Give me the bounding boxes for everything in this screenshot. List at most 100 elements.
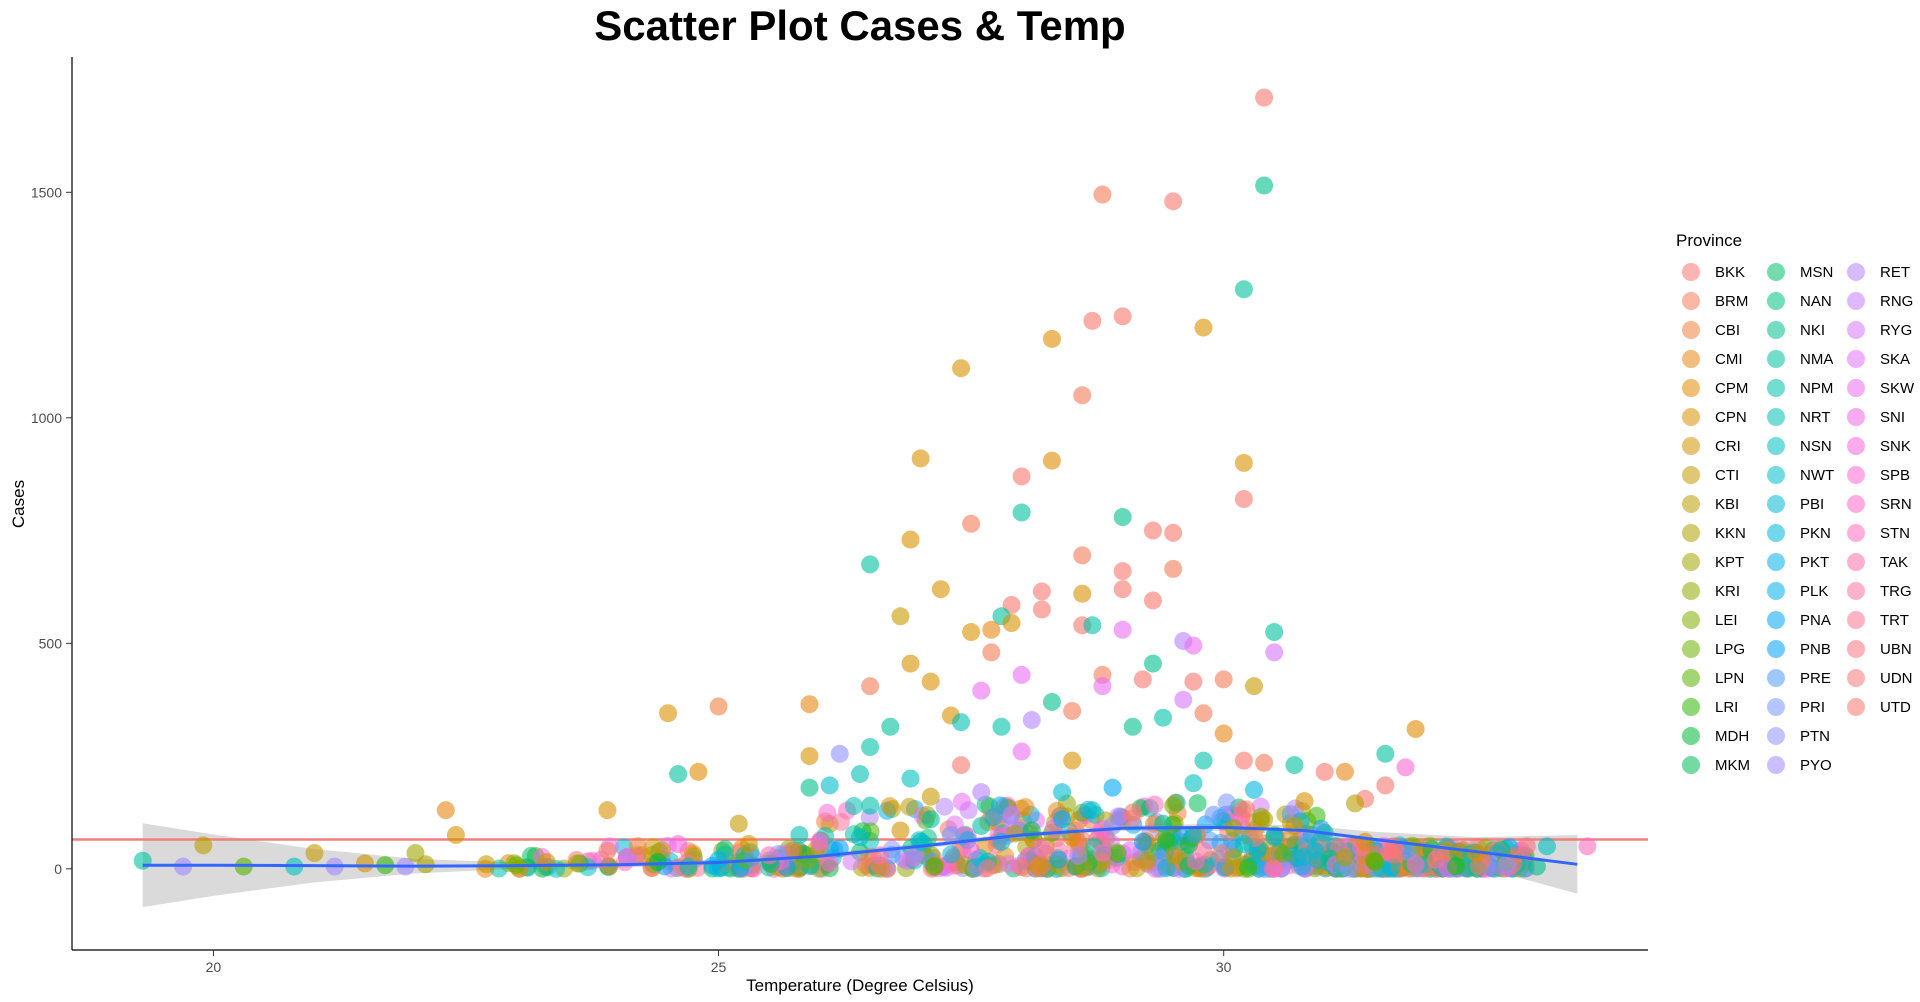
data-point xyxy=(1376,744,1395,763)
legend-key xyxy=(1767,321,1785,339)
data-point xyxy=(972,783,991,802)
data-point xyxy=(1356,832,1375,851)
data-point xyxy=(861,796,880,815)
data-point xyxy=(1406,720,1425,739)
data-point xyxy=(1009,856,1028,875)
data-point xyxy=(709,697,728,716)
data-point xyxy=(982,643,1001,662)
data-point xyxy=(1032,582,1051,601)
x-tick-label: 25 xyxy=(711,959,727,975)
legend-label: PRI xyxy=(1800,699,1825,716)
legend-key xyxy=(1682,611,1700,629)
data-point xyxy=(1245,677,1263,696)
data-point xyxy=(962,514,981,533)
data-point xyxy=(1154,814,1173,833)
legend-item: SKA xyxy=(1847,350,1910,368)
data-point xyxy=(628,837,647,856)
legend-key xyxy=(1682,669,1700,687)
data-point xyxy=(689,762,708,781)
data-point xyxy=(1030,854,1049,873)
data-point xyxy=(1143,654,1162,673)
legend-label: SNI xyxy=(1880,409,1905,426)
data-point xyxy=(1022,821,1041,840)
legend-item: RET xyxy=(1847,263,1910,281)
x-tick-label: 30 xyxy=(1216,959,1232,975)
data-point xyxy=(925,857,944,876)
legend-key xyxy=(1682,698,1700,716)
legend-label: NMA xyxy=(1800,351,1833,368)
data-point xyxy=(1188,794,1207,813)
legend-item: KBI xyxy=(1682,495,1739,513)
data-point xyxy=(921,787,940,806)
data-point xyxy=(1113,307,1132,326)
legend-label: CPM xyxy=(1715,380,1748,397)
data-point xyxy=(729,814,748,833)
legend-key xyxy=(1682,466,1700,484)
data-point xyxy=(978,859,997,878)
data-point xyxy=(643,838,662,857)
legend-label: CTI xyxy=(1715,467,1739,484)
legend-key xyxy=(1847,582,1865,600)
legend-label: KBI xyxy=(1715,496,1739,513)
data-point xyxy=(972,681,991,700)
data-point xyxy=(1245,780,1263,799)
legend-key xyxy=(1767,640,1785,658)
legend-key xyxy=(1682,582,1700,600)
legend-label: NWT xyxy=(1800,467,1834,484)
legend-key xyxy=(1847,698,1865,716)
legend-key xyxy=(1682,524,1700,542)
legend-label: KPT xyxy=(1715,554,1744,571)
data-point xyxy=(1164,523,1183,542)
data-point xyxy=(1032,600,1051,619)
data-point xyxy=(1012,467,1031,486)
data-point xyxy=(679,857,698,876)
legend-label: BRM xyxy=(1715,293,1748,310)
legend-key xyxy=(1767,611,1785,629)
legend-label: MKM xyxy=(1715,757,1750,774)
data-point xyxy=(1049,850,1068,869)
legend-key xyxy=(1682,756,1700,774)
legend-key xyxy=(1682,553,1700,571)
data-point xyxy=(1002,805,1021,824)
data-point xyxy=(935,797,954,816)
data-point xyxy=(598,841,617,860)
data-point xyxy=(1145,795,1164,814)
data-point xyxy=(1335,848,1354,867)
data-point xyxy=(901,530,920,549)
legend-key xyxy=(1767,350,1785,368)
legend-item: NMA xyxy=(1767,350,1833,368)
legend-item: PYO xyxy=(1767,756,1832,774)
data-point xyxy=(1366,853,1385,872)
data-point xyxy=(861,677,880,696)
legend-label: UTD xyxy=(1880,699,1911,716)
data-point xyxy=(1108,843,1127,862)
data-point xyxy=(1063,701,1082,720)
data-point xyxy=(952,792,971,811)
data-point xyxy=(1265,828,1284,847)
data-point xyxy=(810,832,829,851)
legend-key xyxy=(1767,292,1785,310)
legend-label: MSN xyxy=(1800,264,1833,281)
legend-label: CMI xyxy=(1715,351,1743,368)
y-tick-label: 1000 xyxy=(31,410,62,426)
legend-item: SNI xyxy=(1847,408,1905,426)
data-point xyxy=(568,854,587,873)
legend-key xyxy=(1767,379,1785,397)
data-point xyxy=(1406,855,1425,874)
legend-label: SRN xyxy=(1880,496,1912,513)
legend-key xyxy=(1682,379,1700,397)
legend-key xyxy=(1767,466,1785,484)
data-point xyxy=(962,623,981,642)
data-point xyxy=(1386,839,1405,858)
data-point xyxy=(1042,692,1061,711)
data-point xyxy=(901,769,920,788)
legend-label: NRT xyxy=(1800,409,1831,426)
data-point xyxy=(1214,670,1233,689)
data-point xyxy=(1497,855,1516,874)
legend-item: TAK xyxy=(1847,553,1908,571)
data-point xyxy=(1113,562,1132,581)
legend-key xyxy=(1767,437,1785,455)
data-point xyxy=(881,717,900,736)
legend-key xyxy=(1767,524,1785,542)
data-point xyxy=(911,449,930,468)
